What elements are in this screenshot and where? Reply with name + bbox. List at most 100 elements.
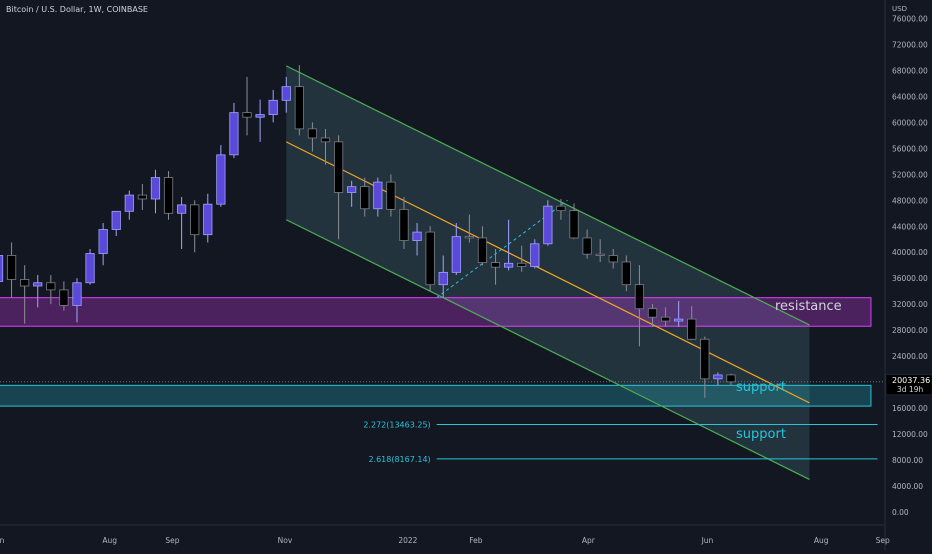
candle-body[interactable] [543, 205, 553, 245]
y-tick-label: 28000.00 [892, 326, 928, 335]
x-tick-label: Nov [278, 536, 293, 545]
candle-body[interactable] [190, 204, 200, 236]
resistance-zone[interactable] [0, 297, 872, 327]
candle-body[interactable] [320, 137, 331, 143]
candle-body[interactable] [569, 210, 579, 239]
candle-body[interactable] [177, 204, 187, 214]
price-tag [885, 374, 932, 396]
candle-body[interactable] [556, 205, 566, 212]
candle-body[interactable] [150, 177, 161, 200]
x-tick-label: Jun [0, 536, 5, 545]
symbol-title[interactable]: Bitcoin / U.S. Dollar, 1W, COINBASE [6, 5, 148, 14]
candle-body[interactable] [347, 186, 357, 193]
candle-body[interactable] [111, 210, 121, 230]
y-tick-label: 56000.00 [892, 144, 928, 153]
candle-body[interactable] [46, 282, 56, 291]
candle-body[interactable] [660, 316, 671, 322]
channel-lower-line[interactable] [285, 219, 810, 481]
y-tick-label: 52000.00 [892, 170, 928, 179]
candle-body[interactable] [72, 282, 82, 306]
x-tick-label: Feb [469, 536, 483, 545]
y-tick-label: 16000.00 [892, 404, 928, 413]
candle-body[interactable] [98, 229, 108, 254]
y-tick-label: 48000.00 [892, 196, 928, 205]
support-zone[interactable] [0, 384, 872, 407]
x-tick-label: 2022 [398, 536, 417, 545]
candle-body[interactable] [137, 194, 147, 200]
candle-body[interactable] [595, 253, 605, 256]
candle-body[interactable] [517, 262, 527, 267]
candle-body[interactable] [268, 99, 278, 115]
candle-body[interactable] [451, 236, 461, 273]
candle-body[interactable] [477, 237, 488, 264]
candle-body[interactable] [412, 231, 422, 241]
candle-body[interactable] [647, 308, 658, 318]
candle-body[interactable] [20, 279, 30, 287]
y-tick-label: 32000.00 [892, 300, 928, 309]
candle-body[interactable] [307, 128, 318, 139]
channel-upper-line[interactable] [285, 65, 810, 326]
candle-body[interactable] [621, 261, 631, 286]
y-tick-label: 36000.00 [892, 274, 928, 283]
candle-body[interactable] [386, 181, 396, 210]
candle-body[interactable] [216, 154, 226, 205]
price-tag-value: 20037.36 [892, 376, 930, 385]
candle-body[interactable] [726, 374, 736, 383]
candle-body[interactable] [33, 282, 43, 287]
x-tick-label: Aug [102, 536, 117, 545]
resistance-label: resistance [775, 299, 842, 314]
candle-body[interactable] [333, 141, 344, 193]
candle-body[interactable] [0, 255, 4, 282]
y-tick-label: 64000.00 [892, 92, 928, 101]
x-tick-label: Aug [814, 536, 829, 545]
y-tick-label: 24000.00 [892, 352, 928, 361]
candle-body[interactable] [490, 262, 501, 268]
x-tick-label: Sep [876, 536, 890, 545]
candle-body[interactable] [229, 112, 239, 156]
y-tick-label: 4000.00 [892, 482, 923, 491]
candle-body[interactable] [85, 253, 95, 284]
candle-body[interactable] [124, 194, 134, 212]
y-tick-label: 68000.00 [892, 66, 928, 75]
y-tick-label: 40000.00 [892, 248, 928, 257]
support-label-1: support [736, 380, 786, 395]
candle-body[interactable] [687, 318, 697, 340]
candle-body[interactable] [700, 338, 710, 380]
x-tick-label: Sep [165, 536, 179, 545]
price-tag-countdown: 3d 19h [897, 385, 923, 394]
candle-body[interactable] [582, 237, 592, 255]
candle-body[interactable] [281, 86, 291, 101]
y-tick-label: 8000.00 [892, 456, 923, 465]
y-tick-label: 12000.00 [892, 430, 928, 439]
candle-body[interactable] [399, 208, 409, 241]
candle-body[interactable] [294, 86, 304, 130]
candle-body[interactable] [203, 203, 213, 236]
candle-body[interactable] [255, 114, 265, 118]
candle-body[interactable] [530, 243, 540, 267]
candle-body[interactable] [713, 374, 723, 380]
y-tick-label: 0.00 [892, 508, 909, 517]
candle-body[interactable] [464, 236, 474, 239]
candle-body[interactable] [674, 318, 684, 322]
currency-label: USD [892, 5, 907, 13]
fib-level-label: 2.272(13463.25) [363, 421, 430, 430]
y-tick-label: 76000.00 [892, 15, 928, 24]
candle-body[interactable] [608, 255, 618, 263]
candle-body[interactable] [373, 181, 383, 210]
candle-body[interactable] [360, 186, 370, 210]
candle-body[interactable] [242, 112, 252, 118]
candle-body[interactable] [59, 289, 69, 306]
candle-body[interactable] [425, 231, 435, 286]
x-tick-label: Apr [582, 536, 596, 545]
candle-body[interactable] [163, 177, 174, 214]
y-tick-label: 44000.00 [892, 222, 928, 231]
fib-level-label: 2.618(8167.14) [368, 455, 430, 464]
candle-body[interactable] [438, 271, 448, 286]
candle-body[interactable] [6, 255, 17, 280]
y-tick-label: 60000.00 [892, 118, 928, 127]
candle-body[interactable] [634, 284, 645, 310]
y-tick-label: 72000.00 [892, 40, 928, 49]
candle-body[interactable] [504, 262, 514, 268]
